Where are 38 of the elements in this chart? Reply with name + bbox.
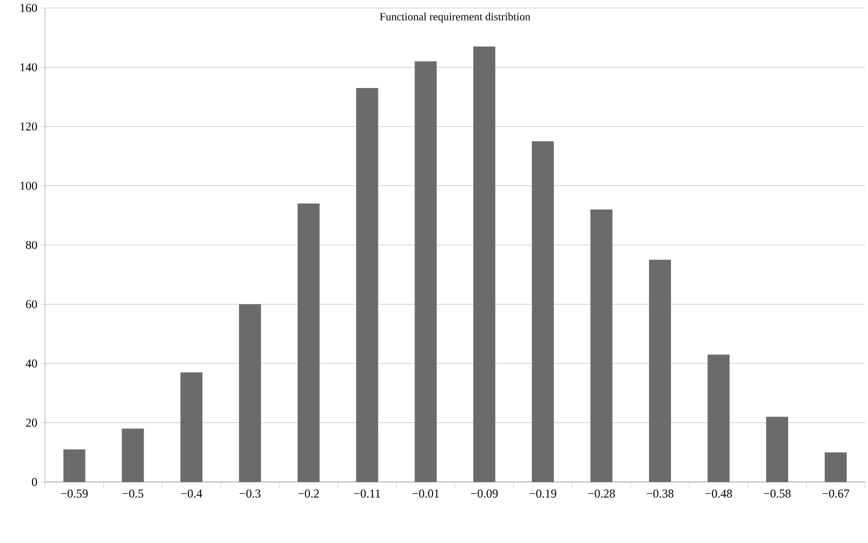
y-tick-label: 160 bbox=[20, 4, 38, 12]
y-tick-label: 80 bbox=[26, 240, 38, 250]
y-tick-label: 40 bbox=[26, 359, 38, 368]
y-tick-label: 60 bbox=[26, 300, 38, 308]
x-tick-label: −0.38 bbox=[646, 490, 674, 498]
bar bbox=[298, 204, 320, 482]
bar bbox=[473, 46, 496, 482]
bar bbox=[239, 304, 262, 482]
x-tick-label: −0.09 bbox=[471, 490, 498, 498]
y-tick-label: 0 bbox=[32, 478, 38, 486]
y-tick-label: 140 bbox=[20, 63, 38, 72]
x-tick-label: −0.67 bbox=[822, 490, 850, 498]
x-tick-label: −0.28 bbox=[588, 490, 615, 498]
x-tick-label: −0.3 bbox=[240, 490, 260, 498]
bar bbox=[122, 428, 144, 482]
bar bbox=[532, 141, 554, 482]
y-tick-label: 120 bbox=[20, 122, 38, 131]
x-tick-label: −0.48 bbox=[705, 490, 732, 498]
x-tick-label: −0.2 bbox=[298, 490, 319, 498]
bar bbox=[649, 260, 671, 482]
y-tick-label: 20 bbox=[26, 418, 38, 427]
x-tick-label: −0.11 bbox=[354, 490, 380, 498]
bar bbox=[766, 416, 788, 482]
x-tick-label: −0.4 bbox=[181, 490, 202, 498]
bar bbox=[180, 372, 202, 482]
bar bbox=[414, 61, 437, 482]
x-tick-label: −0.5 bbox=[122, 490, 144, 498]
x-tick-label: −0.59 bbox=[61, 490, 88, 498]
y-tick-label: 100 bbox=[20, 182, 38, 190]
x-tick-label: −0.58 bbox=[764, 490, 791, 498]
x-tick-label: −0.01 bbox=[412, 490, 439, 498]
x-tick-label: −0.19 bbox=[530, 490, 556, 498]
bar bbox=[708, 354, 730, 482]
bar bbox=[590, 209, 612, 482]
chart-title: Functional requirement distribtion bbox=[380, 12, 530, 23]
bar bbox=[356, 88, 378, 482]
bar bbox=[63, 449, 86, 482]
bar bbox=[824, 452, 847, 482]
